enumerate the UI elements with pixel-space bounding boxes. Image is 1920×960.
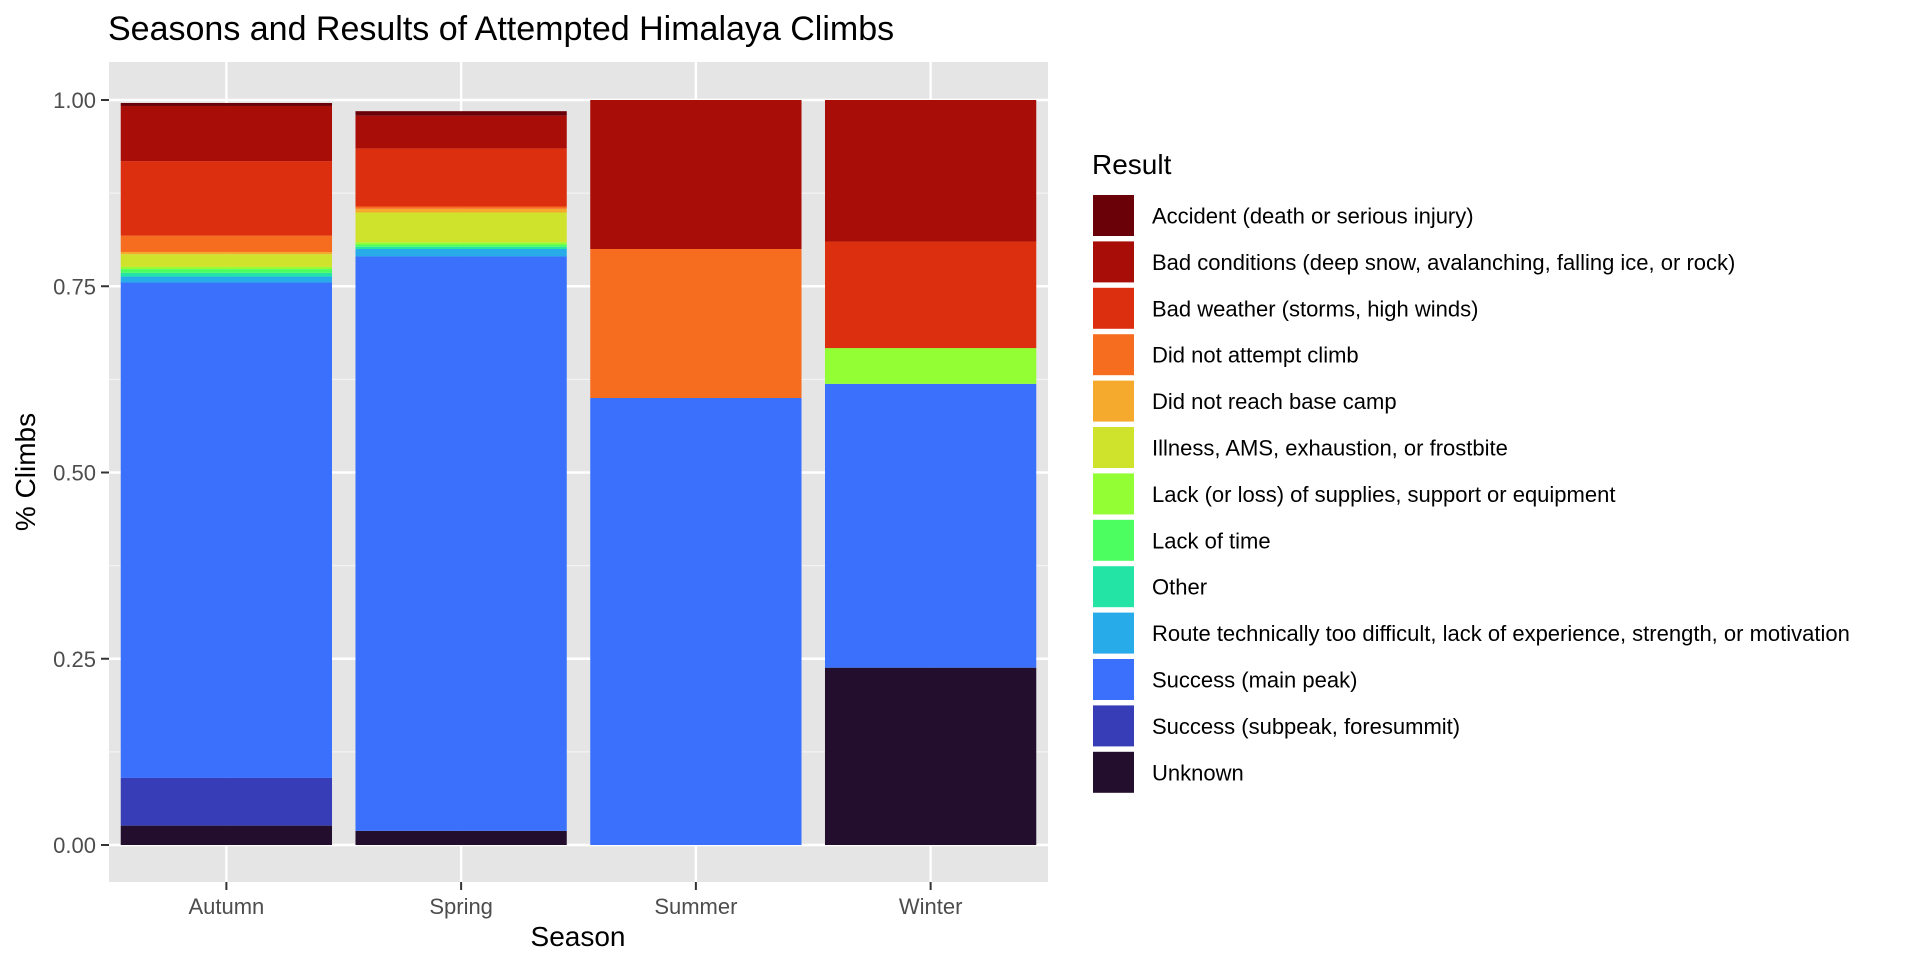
bar-segment (824, 241, 1037, 349)
x-tick-label: Spring (429, 894, 493, 919)
y-tick-label: 0.50 (53, 461, 96, 486)
bar-segment (355, 830, 567, 845)
legend-item: Bad weather (storms, high winds) (1091, 285, 1478, 331)
legend-swatch (1091, 749, 1136, 795)
bar-segment (590, 100, 802, 249)
legend-swatch (1091, 517, 1136, 563)
y-tick-label: 0.75 (53, 274, 96, 299)
bar-stack-summer (590, 100, 802, 845)
bar-segment (120, 161, 333, 236)
bar-segment (824, 383, 1037, 668)
legend-label: Success (main peak) (1152, 668, 1357, 693)
bar-segment (355, 246, 567, 249)
x-axis: Autumn Spring Summer Winter (188, 882, 962, 919)
bar-segment (355, 242, 567, 245)
legend-swatch (1091, 564, 1136, 610)
legend-label: Success (subpeak, foresummit) (1152, 714, 1460, 739)
legend-item: Illness, AMS, exhaustion, or frostbite (1091, 425, 1508, 470)
legend-item: Did not reach base camp (1091, 378, 1397, 424)
y-tick-label: 1.00 (53, 88, 96, 113)
bar-segment (824, 100, 1037, 242)
bar-segment (355, 249, 567, 257)
legend-label: Did not reach base camp (1152, 389, 1397, 414)
bar-segment (355, 115, 567, 149)
legend-label: Lack (or loss) of supplies, support or e… (1152, 482, 1615, 507)
legend-item: Success (subpeak, foresummit) (1091, 703, 1460, 749)
legend-label: Illness, AMS, exhaustion, or frostbite (1152, 436, 1508, 461)
legend-item: Did not attempt climb (1091, 332, 1359, 378)
bar-segment (120, 251, 333, 255)
legend-title: Result (1092, 149, 1172, 180)
legend-label: Route technically too difficult, lack of… (1152, 621, 1850, 646)
bar-segment (120, 254, 333, 267)
chart-title: Seasons and Results of Attempted Himalay… (108, 10, 894, 48)
bar-segment (355, 206, 567, 209)
bar-segment (355, 256, 567, 831)
legend-swatch (1091, 425, 1136, 470)
legend-item: Other (1091, 564, 1207, 610)
x-axis-title: Season (531, 921, 626, 952)
legend-swatch (1091, 239, 1136, 285)
legend-swatch (1091, 471, 1136, 517)
legend-label: Did not attempt climb (1152, 343, 1359, 368)
legend-item: Success (main peak) (1091, 657, 1357, 702)
legend-swatch (1091, 657, 1136, 702)
bar-segment (590, 249, 802, 398)
legend-swatch (1091, 285, 1136, 331)
bar-segment (120, 269, 333, 273)
bar-stack-spring (355, 111, 567, 845)
x-tick-label: Winter (899, 894, 963, 919)
bar-segment (355, 148, 567, 207)
legend-swatch (1091, 378, 1136, 424)
bar-segment (824, 348, 1037, 384)
legend-item: Unknown (1091, 749, 1244, 795)
bar-segment (355, 244, 567, 247)
legend: Result Accident (death or serious injury… (1091, 149, 1850, 795)
bar-segment (120, 266, 333, 270)
bar-segment (355, 208, 567, 213)
bar-stack-winter (824, 100, 1037, 845)
y-tick-label: 0.25 (53, 647, 96, 672)
y-axis-title: % Climbs (10, 413, 41, 531)
bar-segment (120, 825, 333, 845)
bar-segment (120, 102, 333, 106)
legend-swatch (1091, 703, 1136, 749)
legend-label: Accident (death or serious injury) (1152, 204, 1474, 229)
legend-label: Bad weather (storms, high winds) (1152, 296, 1478, 321)
bar-segment (824, 667, 1037, 845)
legend-label: Lack of time (1152, 528, 1271, 553)
bar-stack-autumn (120, 102, 333, 845)
legend-swatch (1091, 610, 1136, 656)
bars-layer (120, 100, 1037, 845)
legend-item: Route technically too difficult, lack of… (1091, 610, 1850, 656)
legend-swatch (1091, 193, 1136, 238)
bar-segment (120, 276, 333, 283)
bar-segment (120, 105, 333, 162)
legend-item: Lack (or loss) of supplies, support or e… (1091, 471, 1615, 517)
bar-segment (120, 272, 333, 277)
legend-label: Bad conditions (deep snow, avalanching, … (1152, 250, 1735, 275)
legend-item: Lack of time (1091, 517, 1271, 563)
legend-item: Accident (death or serious injury) (1091, 193, 1474, 238)
y-tick-label: 0.00 (53, 833, 96, 858)
bar-segment (120, 777, 333, 826)
legend-label: Other (1152, 575, 1207, 600)
bar-segment (355, 111, 567, 116)
bar-segment (120, 282, 333, 778)
legend-label: Unknown (1152, 760, 1244, 785)
y-axis: 0.00 0.25 0.50 0.75 1.00 (53, 88, 109, 858)
x-tick-label: Summer (654, 894, 737, 919)
legend-item: Bad conditions (deep snow, avalanching, … (1091, 239, 1735, 285)
bar-segment (590, 398, 802, 845)
bar-segment (355, 212, 567, 243)
bar-segment (120, 235, 333, 252)
x-tick-label: Autumn (188, 894, 264, 919)
legend-swatch (1091, 332, 1136, 378)
